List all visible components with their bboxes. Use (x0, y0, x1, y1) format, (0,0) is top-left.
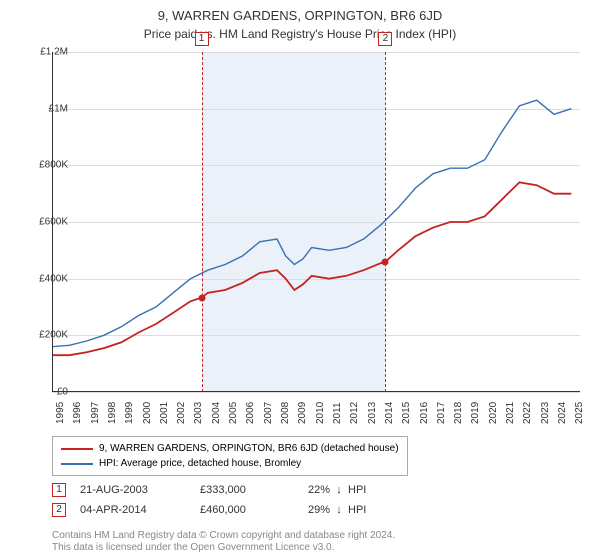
y-tick-label: £800K (28, 160, 68, 171)
x-tick-label: 2009 (297, 402, 308, 424)
footer: Contains HM Land Registry data © Crown c… (52, 530, 395, 554)
x-tick-label: 2003 (193, 402, 204, 424)
marker-guideline (202, 52, 203, 392)
x-tick-label: 2005 (228, 402, 239, 424)
series-line-hpi (52, 100, 571, 347)
x-axis (52, 391, 580, 392)
x-tick-label: 2016 (419, 402, 430, 424)
legend-label: HPI: Average price, detached house, Brom… (99, 456, 301, 471)
legend-item-hpi: HPI: Average price, detached house, Brom… (61, 456, 399, 471)
y-tick-label: £0 (28, 387, 68, 398)
chart-subtitle: Price paid vs. HM Land Registry's House … (0, 23, 600, 41)
legend-swatch (61, 448, 93, 450)
x-tick-label: 2020 (488, 402, 499, 424)
x-tick-label: 2007 (263, 402, 274, 424)
x-tick-label: 2006 (245, 402, 256, 424)
plot-area: 12 (52, 52, 580, 392)
chart-title: 9, WARREN GARDENS, ORPINGTON, BR6 6JD (0, 0, 600, 23)
x-tick-label: 2013 (367, 402, 378, 424)
x-tick-label: 2012 (349, 402, 360, 424)
x-tick-label: 2018 (453, 402, 464, 424)
x-tick-label: 2008 (280, 402, 291, 424)
x-tick-label: 1995 (55, 402, 66, 424)
x-tick-label: 2025 (574, 402, 585, 424)
series-lines (52, 52, 580, 392)
footer-line-1: Contains HM Land Registry data © Crown c… (52, 530, 395, 542)
marker-pct: 29% (290, 504, 330, 516)
x-tick-label: 2019 (470, 402, 481, 424)
y-tick-label: £600K (28, 217, 68, 228)
x-tick-label: 2023 (540, 402, 551, 424)
legend-label: 9, WARREN GARDENS, ORPINGTON, BR6 6JD (d… (99, 441, 399, 456)
y-tick-label: £1.2M (28, 47, 68, 58)
marker-date: 21-AUG-2003 (80, 484, 200, 496)
x-tick-label: 2011 (332, 402, 343, 424)
marker-price: £333,000 (200, 484, 290, 496)
footer-line-2: This data is licensed under the Open Gov… (52, 542, 395, 554)
x-tick-label: 2001 (159, 402, 170, 424)
y-tick-label: £200K (28, 330, 68, 341)
x-tick-label: 2024 (557, 402, 568, 424)
marker-row: 2 04-APR-2014£460,00029%↓HPI (52, 500, 378, 520)
marker-row: 1 21-AUG-2003£333,00022%↓HPI (52, 480, 378, 500)
down-arrow-icon: ↓ (330, 504, 348, 516)
marker-pct: 22% (290, 484, 330, 496)
marker-dot (198, 294, 205, 301)
y-tick-label: £400K (28, 273, 68, 284)
x-tick-label: 2002 (176, 402, 187, 424)
marker-row-badge: 1 (52, 483, 66, 497)
legend: 9, WARREN GARDENS, ORPINGTON, BR6 6JD (d… (52, 436, 408, 476)
marker-date: 04-APR-2014 (80, 504, 200, 516)
x-tick-label: 1999 (124, 402, 135, 424)
x-tick-label: 2021 (505, 402, 516, 424)
x-tick-label: 2022 (522, 402, 533, 424)
x-tick-label: 1996 (72, 402, 83, 424)
chart-container: 9, WARREN GARDENS, ORPINGTON, BR6 6JD Pr… (0, 0, 600, 560)
x-tick-label: 1998 (107, 402, 118, 424)
x-tick-label: 2017 (436, 402, 447, 424)
x-tick-label: 2015 (401, 402, 412, 424)
marker-table: 1 21-AUG-2003£333,00022%↓HPI 2 04-APR-2014£… (52, 480, 378, 520)
legend-item-property: 9, WARREN GARDENS, ORPINGTON, BR6 6JD (d… (61, 441, 399, 456)
marker-row-badge: 2 (52, 503, 66, 517)
x-tick-label: 2014 (384, 402, 395, 424)
x-tick-label: 2010 (315, 402, 326, 424)
marker-price: £460,000 (200, 504, 290, 516)
y-tick-label: £1M (28, 103, 68, 114)
x-tick-label: 2004 (211, 402, 222, 424)
marker-badge: 2 (378, 32, 392, 46)
marker-guideline (385, 52, 386, 392)
down-arrow-icon: ↓ (330, 484, 348, 496)
series-line-property (52, 182, 571, 355)
x-tick-label: 2000 (142, 402, 153, 424)
legend-swatch (61, 463, 93, 465)
marker-badge: 1 (195, 32, 209, 46)
x-tick-label: 1997 (90, 402, 101, 424)
grid-line (52, 392, 580, 393)
marker-hpi-label: HPI (348, 504, 378, 516)
marker-dot (382, 258, 389, 265)
marker-hpi-label: HPI (348, 484, 378, 496)
